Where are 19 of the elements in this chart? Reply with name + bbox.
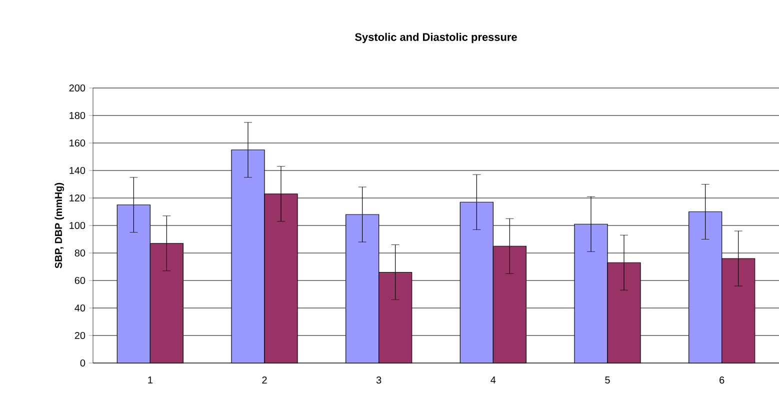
y-tick-label: 180	[70, 112, 86, 120]
y-tick-label: 0	[80, 359, 86, 367]
x-tick-label: 3	[376, 376, 382, 384]
y-tick-label: 140	[70, 166, 86, 174]
y-tick-label: 20	[74, 332, 86, 340]
x-tick-label: 2	[262, 376, 267, 384]
y-tick-label: 200	[69, 84, 86, 92]
chart-title: Systolic and Diastolic pressure	[355, 32, 517, 44]
x-tick-label: 4	[490, 376, 496, 384]
y-tick-label: 40	[74, 304, 86, 312]
y-tick-label: 160	[70, 139, 86, 147]
y-tick-label: 100	[70, 222, 86, 230]
x-tick-label: 1	[148, 376, 152, 384]
y-axis-title: SBP, DBP (mmHg)	[54, 182, 64, 268]
x-tick-label: 6	[720, 376, 724, 384]
y-tick-label: 120	[70, 194, 86, 202]
y-tick-label: 80	[74, 249, 86, 257]
x-tick-label: 5	[605, 376, 610, 384]
y-tick-label: 60	[74, 276, 86, 284]
